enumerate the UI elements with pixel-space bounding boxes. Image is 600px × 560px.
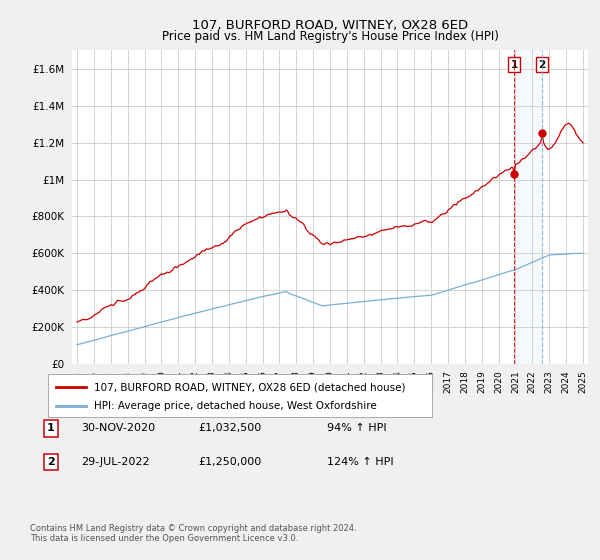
Text: 2: 2 bbox=[539, 59, 546, 69]
Text: 2: 2 bbox=[47, 457, 55, 467]
Text: 1: 1 bbox=[47, 423, 55, 433]
Text: 107, BURFORD ROAD, WITNEY, OX28 6ED: 107, BURFORD ROAD, WITNEY, OX28 6ED bbox=[192, 18, 468, 32]
Text: Price paid vs. HM Land Registry's House Price Index (HPI): Price paid vs. HM Land Registry's House … bbox=[161, 30, 499, 43]
Text: 107, BURFORD ROAD, WITNEY, OX28 6ED (detached house): 107, BURFORD ROAD, WITNEY, OX28 6ED (det… bbox=[94, 382, 406, 392]
Text: 124% ↑ HPI: 124% ↑ HPI bbox=[327, 457, 394, 467]
Text: 94% ↑ HPI: 94% ↑ HPI bbox=[327, 423, 386, 433]
Text: £1,250,000: £1,250,000 bbox=[198, 457, 261, 467]
Text: HPI: Average price, detached house, West Oxfordshire: HPI: Average price, detached house, West… bbox=[94, 402, 377, 412]
Bar bbox=[514, 50, 542, 364]
Text: 29-JUL-2022: 29-JUL-2022 bbox=[81, 457, 149, 467]
Text: £1,032,500: £1,032,500 bbox=[198, 423, 261, 433]
Text: 1: 1 bbox=[511, 59, 518, 69]
Text: Contains HM Land Registry data © Crown copyright and database right 2024.
This d: Contains HM Land Registry data © Crown c… bbox=[30, 524, 356, 543]
Text: 30-NOV-2020: 30-NOV-2020 bbox=[81, 423, 155, 433]
